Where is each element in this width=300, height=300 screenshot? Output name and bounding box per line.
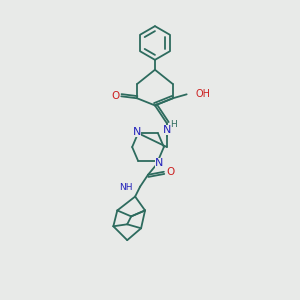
Text: NH: NH bbox=[119, 183, 132, 192]
Text: O: O bbox=[111, 91, 119, 101]
Text: OH: OH bbox=[196, 89, 211, 99]
Text: N: N bbox=[155, 158, 163, 168]
Text: H: H bbox=[170, 120, 177, 129]
Text: N: N bbox=[163, 125, 171, 135]
Text: O: O bbox=[167, 167, 175, 177]
Text: N: N bbox=[133, 127, 141, 137]
